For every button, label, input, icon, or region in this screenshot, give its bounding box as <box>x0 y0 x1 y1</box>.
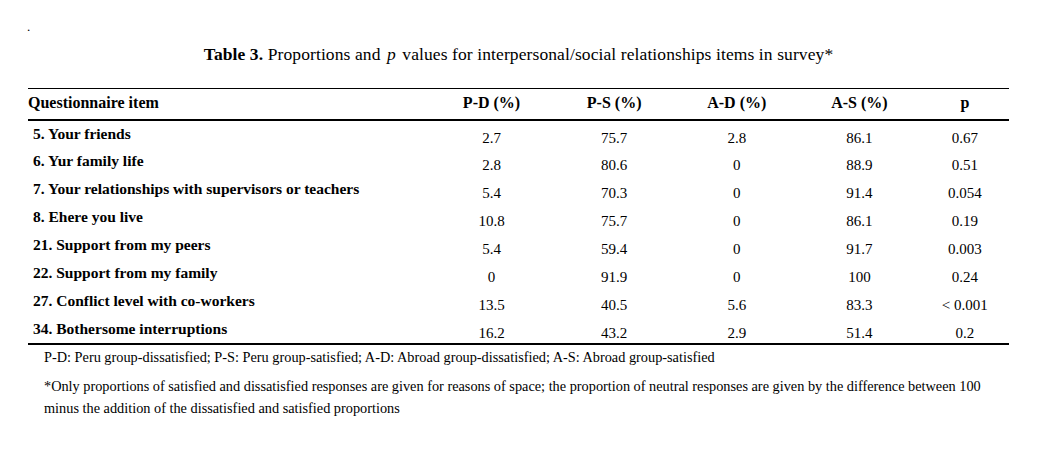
row-ps-value: 75.7 <box>553 204 676 232</box>
table-number-label: Table 3. <box>204 44 263 64</box>
table-footnotes: P-D: Peru group-dissatisfied; P-S: Peru … <box>44 349 996 419</box>
table-row: 5. Your friends 2.7 75.7 2.8 86.1 0.67 <box>28 120 1009 148</box>
col-header-ad: A-D (%) <box>675 89 798 121</box>
row-p-value: 0.2 <box>921 316 1009 344</box>
row-p-value: 0.003 <box>921 232 1009 260</box>
row-pd-value: 13.5 <box>430 288 553 316</box>
row-as-value: 88.9 <box>798 148 921 176</box>
row-ad-value: 0 <box>675 176 798 204</box>
row-item-label: 22. Support from my family <box>28 260 430 288</box>
row-ps-value: 70.3 <box>553 176 676 204</box>
row-item-label: 27. Conflict level with co-workers <box>28 288 430 316</box>
col-header-as: A-S (%) <box>798 89 921 121</box>
row-ps-value: 91.9 <box>553 260 676 288</box>
row-p-value: 0.67 <box>921 120 1009 148</box>
paper-page: . Table 3. Proportions and p values for … <box>0 0 1037 456</box>
row-ad-value: 0 <box>675 204 798 232</box>
col-header-p: p <box>921 89 1009 121</box>
row-as-value: 83.3 <box>798 288 921 316</box>
row-as-value: 91.4 <box>798 176 921 204</box>
row-ad-value: 2.8 <box>675 120 798 148</box>
row-as-value: 86.1 <box>798 204 921 232</box>
row-as-value: 91.7 <box>798 232 921 260</box>
table-row: 27. Conflict level with co-workers 13.5 … <box>28 288 1009 316</box>
table-row: 7. Your relationships with supervisors o… <box>28 176 1009 204</box>
row-ps-value: 59.4 <box>553 232 676 260</box>
row-ps-value: 80.6 <box>553 148 676 176</box>
row-pd-value: 10.8 <box>430 204 553 232</box>
row-as-value: 51.4 <box>798 316 921 344</box>
row-pd-value: 16.2 <box>430 316 553 344</box>
stray-mark: . <box>27 20 30 33</box>
row-p-value: 0.054 <box>921 176 1009 204</box>
row-as-value: 100 <box>798 260 921 288</box>
table-header-row: Questionnaire item P-D (%) P-S (%) A-D (… <box>28 89 1009 121</box>
results-table: Questionnaire item P-D (%) P-S (%) A-D (… <box>28 88 1009 345</box>
row-item-label: 7. Your relationships with supervisors o… <box>28 176 430 204</box>
page-title: Table 3. Proportions and p values for in… <box>0 44 1037 65</box>
row-pd-value: 2.7 <box>430 120 553 148</box>
row-ad-value: 0 <box>675 260 798 288</box>
footnote-space-note: *Only proportions of satisfied and dissa… <box>44 375 992 419</box>
table-row: 21. Support from my peers 5.4 59.4 0 91.… <box>28 232 1009 260</box>
table-row: 34. Bothersome interruptions 16.2 43.2 2… <box>28 316 1009 344</box>
row-p-value: 0.24 <box>921 260 1009 288</box>
table-row: 22. Support from my family 0 91.9 0 100 … <box>28 260 1009 288</box>
col-header-ps: P-S (%) <box>553 89 676 121</box>
row-item-label: 8. Ehere you live <box>28 204 430 232</box>
row-item-label: 6. Yur family life <box>28 148 430 176</box>
row-p-value: < 0.001 <box>921 288 1009 316</box>
row-p-value: 0.19 <box>921 204 1009 232</box>
footnote-abbreviations: P-D: Peru group-dissatisfied; P-S: Peru … <box>44 349 996 366</box>
col-header-pd: P-D (%) <box>430 89 553 121</box>
col-header-questionnaire-item: Questionnaire item <box>28 89 430 121</box>
row-pd-value: 5.4 <box>430 176 553 204</box>
row-p-value: 0.51 <box>921 148 1009 176</box>
row-ad-value: 5.6 <box>675 288 798 316</box>
row-ps-value: 43.2 <box>553 316 676 344</box>
title-text-before-p: Proportions and <box>263 44 385 64</box>
row-pd-value: 5.4 <box>430 232 553 260</box>
row-ad-value: 0 <box>675 232 798 260</box>
row-item-label: 5. Your friends <box>28 120 430 148</box>
row-ps-value: 75.7 <box>553 120 676 148</box>
row-ad-value: 0 <box>675 148 798 176</box>
title-text-after-p: values for interpersonal/social relation… <box>398 44 833 64</box>
table-row: 8. Ehere you live 10.8 75.7 0 86.1 0.19 <box>28 204 1009 232</box>
row-ad-value: 2.9 <box>675 316 798 344</box>
title-p-symbol: p <box>385 44 398 64</box>
row-as-value: 86.1 <box>798 120 921 148</box>
row-pd-value: 0 <box>430 260 553 288</box>
row-pd-value: 2.8 <box>430 148 553 176</box>
table-row: 6. Yur family life 2.8 80.6 0 88.9 0.51 <box>28 148 1009 176</box>
row-item-label: 34. Bothersome interruptions <box>28 316 430 344</box>
row-item-label: 21. Support from my peers <box>28 232 430 260</box>
row-ps-value: 40.5 <box>553 288 676 316</box>
